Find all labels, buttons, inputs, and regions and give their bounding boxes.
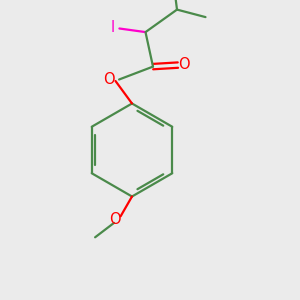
Text: O: O (103, 72, 115, 87)
Text: O: O (109, 212, 120, 227)
Text: I: I (110, 20, 115, 35)
Text: O: O (178, 57, 190, 72)
